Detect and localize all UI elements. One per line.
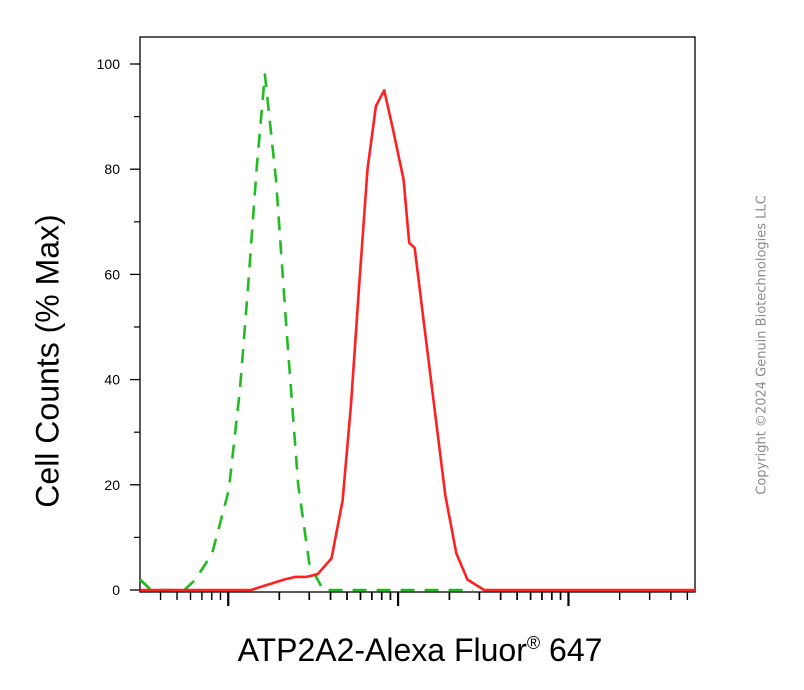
y-axis-title-box: Cell Counts (% Max) xyxy=(18,186,78,536)
y-tick-label: 100 xyxy=(97,56,121,72)
series-group xyxy=(139,73,695,592)
y-tick-label: 60 xyxy=(104,266,120,282)
copyright-text: Copyright ©2024 Genuin Biotechnologies L… xyxy=(754,195,770,495)
y-tick-label: 80 xyxy=(104,161,120,177)
x-axis-title-mark: ® xyxy=(526,633,541,653)
y-tick-label: 0 xyxy=(112,582,120,598)
copyright-box: Copyright ©2024 Genuin Biotechnologies L… xyxy=(740,170,784,520)
x-axis xyxy=(159,592,689,606)
y-axis-title: Cell Counts (% Max) xyxy=(29,214,66,508)
x-axis-title-suffix: 647 xyxy=(540,632,603,668)
x-axis-title-main: ATP2A2-Alexa Fluor xyxy=(237,632,527,668)
series-line-1 xyxy=(139,73,473,592)
y-axis: 0 20 40 60 80 100 xyxy=(97,56,140,598)
y-tick-label: 40 xyxy=(104,372,120,388)
plot-frame xyxy=(139,36,696,593)
series-line-2 xyxy=(140,89,695,592)
x-axis-title: ATP2A2-Alexa Fluor® 647 xyxy=(140,632,700,669)
y-tick-label: 20 xyxy=(104,477,120,493)
